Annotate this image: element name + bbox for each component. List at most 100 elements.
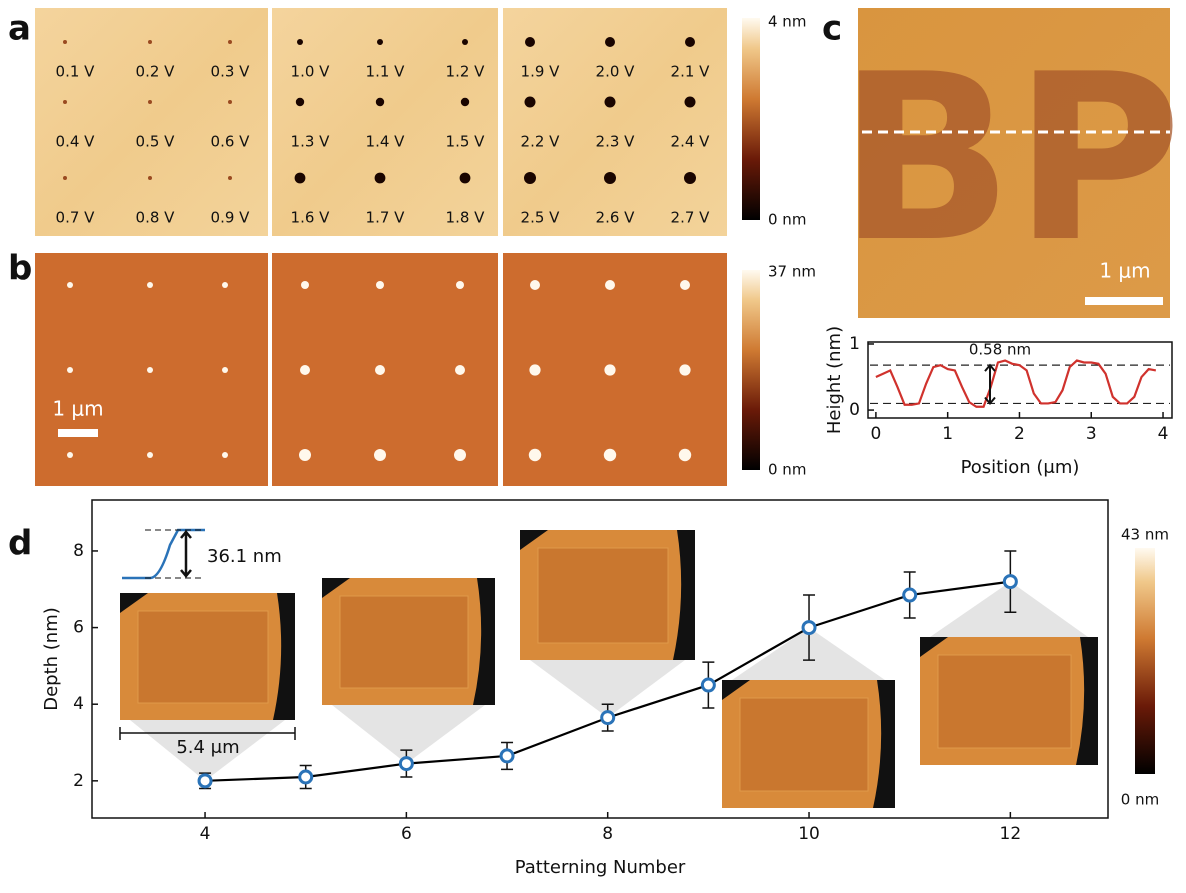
y-tick-label: 0: [849, 400, 860, 420]
panel-b: b 37 nm 0 nm 1 μm: [8, 249, 816, 486]
data-point: [398, 756, 414, 772]
pit: [684, 96, 696, 108]
protrusion: [376, 281, 384, 289]
scale-bar-label: 1 μm: [52, 397, 103, 421]
pit: [148, 40, 152, 44]
voltage-label: 2.6 V: [596, 209, 636, 227]
data-point: [902, 587, 918, 603]
voltage-label: 0.9 V: [211, 209, 251, 227]
voltage-label: 2.7 V: [671, 209, 711, 227]
voltage-label: 2.2 V: [521, 133, 561, 151]
colorbar-label: 43 nm: [1121, 526, 1169, 544]
pit: [375, 97, 385, 107]
x-tick-label: 3: [1086, 424, 1097, 444]
x-tick-label: 6: [401, 824, 412, 844]
pit: [374, 172, 386, 184]
afm-image: [272, 8, 498, 236]
colorbar-label: 0 nm: [768, 211, 806, 229]
inset-pattern: [937, 654, 1072, 749]
protrusion: [375, 365, 385, 375]
inset-pattern: [137, 610, 269, 704]
voltage-label: 1.4 V: [366, 133, 406, 151]
protrusion: [222, 282, 228, 288]
inset-corner: [322, 578, 350, 598]
inset-corner: [920, 637, 948, 657]
x-axis-label: Patterning Number: [515, 857, 686, 878]
voltage-label: 0.2 V: [136, 63, 176, 81]
x-tick-label: 12: [1000, 824, 1022, 844]
protrusion: [530, 280, 540, 290]
colorbar-label: 0 nm: [768, 461, 806, 479]
pit: [63, 100, 67, 104]
scale-bar-label: 1 μm: [1099, 259, 1150, 283]
colorbar: [742, 18, 760, 220]
y-tick-label: 2: [73, 771, 84, 791]
afm-image: [35, 8, 268, 236]
protrusion: [680, 280, 690, 290]
protrusion: [679, 364, 691, 376]
data-point: [298, 769, 314, 785]
voltage-label: 0.1 V: [56, 63, 96, 81]
inset-connector: [530, 660, 685, 718]
protrusion: [301, 281, 309, 289]
pit: [63, 40, 67, 44]
data-point: [700, 677, 716, 693]
voltage-label: 2.3 V: [596, 133, 636, 151]
inset-edge: [873, 680, 895, 808]
protrusion: [604, 364, 616, 376]
voltage-label: 2.5 V: [521, 209, 561, 227]
pit: [228, 40, 232, 44]
scale-bar: [58, 429, 98, 437]
protrusion: [528, 448, 542, 462]
protrusion: [455, 365, 465, 375]
panel-label: b: [8, 249, 32, 289]
voltage-label: 1.8 V: [446, 209, 486, 227]
afm-image: [858, 8, 1170, 318]
voltage-label: 1.9 V: [521, 63, 561, 81]
protrusion: [147, 282, 153, 288]
pit: [524, 172, 536, 184]
y-axis-label: Height (nm): [824, 326, 845, 434]
pit: [228, 176, 232, 180]
voltage-label: 1.3 V: [291, 133, 331, 151]
pit: [460, 97, 470, 107]
panel-c: c BP 1 μm: [822, 8, 1182, 318]
voltage-label: 0.5 V: [136, 133, 176, 151]
voltage-label: 2.4 V: [671, 133, 711, 151]
pattern-text: BP: [838, 26, 1182, 293]
pit: [295, 97, 305, 107]
voltage-label: 2.1 V: [671, 63, 711, 81]
colorbar-label: 0 nm: [1121, 791, 1159, 809]
inset-edge: [673, 530, 695, 660]
x-tick-label: 8: [602, 824, 613, 844]
y-tick-label: 1: [849, 334, 860, 354]
y-tick-label: 6: [73, 618, 84, 638]
x-tick-label: 0: [870, 424, 881, 444]
protrusion: [374, 449, 386, 461]
protrusion: [222, 367, 228, 373]
voltage-label: 1.1 V: [366, 63, 406, 81]
pit: [524, 96, 536, 108]
inset-profile: [122, 528, 205, 580]
protrusion: [605, 280, 615, 290]
protrusion: [67, 282, 73, 288]
voltage-label: 1.5 V: [446, 133, 486, 151]
pit: [63, 176, 67, 180]
voltage-label: 2.0 V: [596, 63, 636, 81]
x-tick-label: 4: [200, 824, 211, 844]
inset-edge: [273, 593, 295, 720]
voltage-label: 1.7 V: [366, 209, 406, 227]
data-point: [600, 710, 616, 726]
colorbar-label: 4 nm: [768, 13, 806, 31]
pit: [228, 100, 232, 104]
voltage-label: 0.6 V: [211, 133, 251, 151]
y-tick-label: 8: [73, 541, 84, 561]
inset-edge: [473, 578, 495, 705]
inset-connector: [930, 581, 1088, 637]
pit: [459, 172, 471, 184]
inset-corner: [520, 530, 548, 550]
voltage-label: 0.8 V: [136, 209, 176, 227]
panel-label: a: [8, 9, 31, 49]
